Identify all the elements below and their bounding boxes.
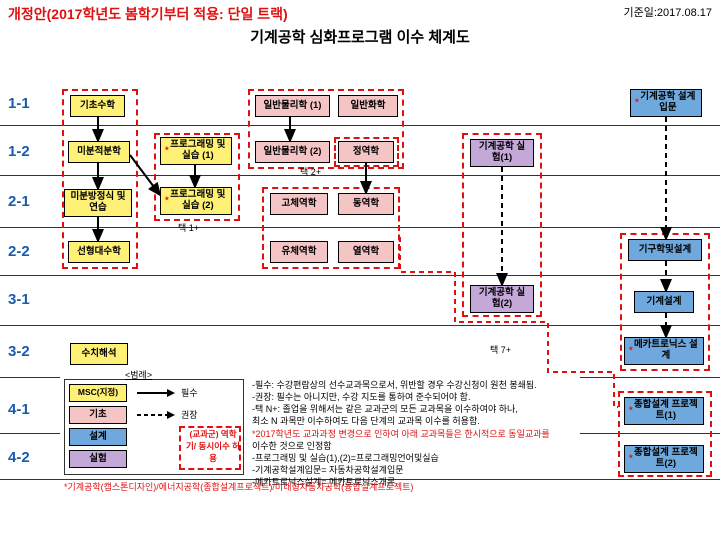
- note-9: *기계공학(캡스톤디자인)/에너지공학(종합설계프로젝트)/미래형자동차공학(융…: [64, 481, 704, 493]
- header: 개정안(2017학년도 봄학기부터 적용: 단일 트랙) 기준일:2017.08…: [0, 0, 720, 47]
- course-n22: 종합설계 프로젝트(1): [624, 397, 704, 425]
- course-n17: 기구학및설계: [628, 239, 702, 261]
- note-4: *2017학년도 교과과정 변경으로 인하여 아래 교과목들은 한시적으로 동일…: [252, 428, 612, 440]
- legend-basic: 기초: [69, 406, 127, 424]
- header-title: 개정안(2017학년도 봄학기부터 적용: 단일 트랙): [8, 4, 288, 24]
- sem-1-2: 1-2: [8, 143, 30, 160]
- course-n16: 열역학: [338, 241, 394, 263]
- note-7: -기계공학설계입문= 자동차공학설계입문: [252, 464, 612, 476]
- sem-2-2: 2-2: [8, 243, 30, 260]
- legend-title: <범례>: [125, 368, 152, 381]
- legend-design: 설계: [69, 428, 127, 446]
- course-n13: 동역학: [338, 193, 394, 215]
- course-n18: 기계공학 실험(2): [470, 285, 534, 313]
- course-n5: 미분적분학: [68, 141, 130, 163]
- course-n1: 기초수학: [70, 95, 125, 117]
- subtitle: 기계공학 심화프로그램 이수 체계도: [8, 26, 712, 47]
- flowchart-grid: 1-1 1-2 2-1 2-2 3-1 3-2 4-1 4-2 택 2+ 택 1…: [0, 47, 720, 517]
- sem-3-1: 3-1: [8, 291, 30, 308]
- note-6: -프로그래밍 및 실습(1),(2)=프로그래밍언어및실습: [252, 452, 612, 464]
- sem-3-2: 3-2: [8, 343, 30, 360]
- note-1: -권장: 필수는 아니지만, 수강 지도를 통하여 준수되어야 함.: [252, 391, 612, 403]
- course-n3: 일반화학: [338, 95, 398, 117]
- legend-msc: MSC(지정): [69, 384, 127, 402]
- course-n15: 유체역학: [270, 241, 328, 263]
- course-n23: 종합설계 프로젝트(2): [624, 445, 704, 473]
- note-3: 최소 N 과목만 이수하여도 다음 단계의 교과목 이수를 허용함.: [252, 415, 612, 427]
- pick-2-label: 택 2+: [300, 165, 321, 178]
- legend: <범례> MSC(지정) 기초 설계 실험 필수 권장 (교과군) 역학기/ 동…: [64, 379, 244, 475]
- course-n6: 프로그래밍 및 실습 (1): [160, 137, 232, 165]
- legend-req: 필수: [181, 386, 198, 399]
- course-n12: 고체역학: [270, 193, 328, 215]
- legend-rec: 권장: [181, 408, 198, 421]
- course-n9: 기계공학 실험(1): [470, 139, 534, 167]
- course-n19: 기계설계: [634, 291, 694, 313]
- date-label: 기준일:2017.08.17: [624, 4, 712, 20]
- course-n20: 수치해석: [70, 343, 128, 365]
- course-n4: 기계공학 설계입문: [630, 89, 702, 117]
- notes: -필수: 수강편람상의 선수교과목으로서, 위반할 경우 수강신청이 원천 봉쇄…: [252, 379, 612, 488]
- course-n2: 일반물리학 (1): [255, 95, 330, 117]
- course-n7: 일반물리학 (2): [255, 141, 330, 163]
- course-n8: 정역학: [338, 141, 394, 163]
- note-2: -택 N+: 졸업을 위해서는 같은 교과군의 모든 교과목을 이수하여야 하나…: [252, 403, 612, 415]
- pick-1-label: 택 1+: [178, 221, 199, 234]
- pick-7-label: 택 7+: [490, 343, 511, 356]
- sem-4-1: 4-1: [8, 401, 30, 418]
- note-0: -필수: 수강편람상의 선수교과목으로서, 위반할 경우 수강신청이 원천 봉쇄…: [252, 379, 612, 391]
- course-n21: 메카트로닉스 설계: [624, 337, 704, 365]
- course-n14: 선형대수학: [68, 241, 130, 263]
- course-n10: 미분방정식 및연습: [64, 189, 132, 217]
- sem-2-1: 2-1: [8, 193, 30, 210]
- legend-exp: 실험: [69, 450, 127, 468]
- sem-4-2: 4-2: [8, 449, 30, 466]
- note-5: 이수한 것으로 인정함: [252, 440, 612, 452]
- course-n11: 프로그래밍 및 실습 (2): [160, 187, 232, 215]
- sem-1-1: 1-1: [8, 95, 30, 112]
